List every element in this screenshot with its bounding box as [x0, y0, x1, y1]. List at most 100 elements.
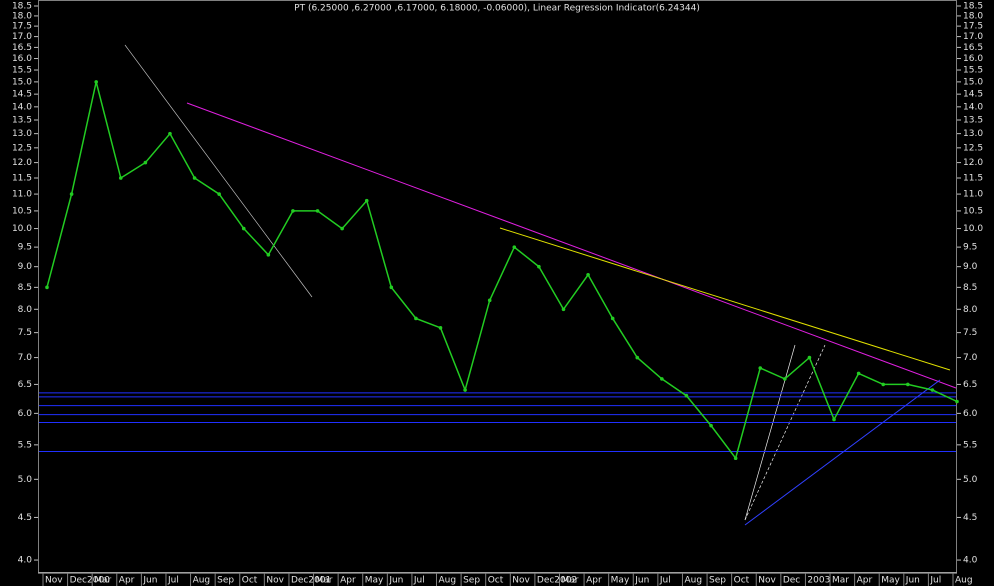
trendline [744, 344, 826, 521]
x-tick-label: Jun [142, 576, 157, 586]
y-tick-label: 10.5 [963, 206, 983, 216]
y-tick-label: 17.5 [12, 22, 32, 32]
y-tick-label: 9.0 [963, 262, 978, 272]
x-tick-label: Nov [266, 576, 284, 586]
y-tick-label: 12.0 [12, 158, 32, 168]
price-point [832, 417, 836, 422]
y-tick-label: 18.5 [963, 2, 983, 12]
y-tick-label: 15.0 [12, 77, 32, 87]
y-tick-label: 11.0 [12, 190, 32, 200]
y-tick-label: 7.0 [18, 353, 33, 363]
y-tick-label: 14.5 [12, 90, 32, 100]
price-point [881, 382, 886, 387]
y-tick-label: 5.0 [963, 475, 978, 485]
y-tick-label: 13.5 [12, 115, 32, 125]
x-tick-label: Sep [217, 576, 234, 586]
y-tick-label: 4.0 [963, 556, 978, 566]
y-tick-label: 17.0 [12, 32, 32, 42]
price-point [684, 393, 689, 398]
y-tick-label: 14.5 [963, 90, 983, 100]
y-tick-label: 6.5 [963, 380, 977, 390]
y-tick-label: 8.0 [18, 305, 33, 315]
price-point [364, 198, 369, 203]
price-point [807, 355, 812, 360]
x-tick-label: Dec2000 [70, 576, 111, 586]
y-tick-label: 17.0 [963, 32, 983, 42]
x-tick-label: Jun [905, 576, 920, 586]
price-point [660, 377, 664, 381]
x-tick-label: Mar [316, 576, 333, 586]
x-tick-label: Apr [119, 576, 135, 586]
y-tick-label: 8.0 [963, 305, 978, 315]
trendline [744, 379, 941, 526]
x-tick-label: Dec2001 [291, 576, 331, 586]
x-tick-label: Jun [634, 576, 649, 586]
trendline [744, 344, 796, 521]
y-tick-label: 18.5 [12, 2, 32, 12]
y-tick-label: 4.5 [18, 513, 32, 523]
price-point [561, 307, 566, 312]
y-tick-label: 11.0 [963, 190, 983, 200]
price-point [94, 80, 98, 84]
price-point [192, 176, 197, 180]
price-point [709, 423, 713, 428]
trendline [124, 44, 313, 298]
price-point [389, 285, 394, 290]
x-tick-label: Jun [388, 576, 403, 586]
price-point [414, 316, 418, 321]
price-point [537, 264, 541, 269]
y-tick-label: 8.5 [18, 283, 32, 293]
y-tick-label: 9.0 [18, 262, 33, 272]
y-tick-label: 9.5 [18, 243, 32, 253]
price-point [118, 176, 123, 180]
price-point [340, 226, 344, 231]
price-point [143, 160, 148, 165]
x-tick-label: Nov [512, 576, 530, 586]
price-point [315, 209, 320, 213]
y-tick-label: 14.0 [963, 102, 983, 112]
y-tick-label: 15.5 [963, 66, 983, 76]
x-tick-label: 2003 [807, 576, 830, 586]
y-tick-label: 16.5 [963, 43, 983, 53]
price-point [217, 192, 221, 196]
price-point [463, 388, 467, 392]
y-tick-label: 10.0 [963, 224, 983, 234]
y-tick-label: 4.0 [18, 556, 33, 566]
y-tick-label: 18.0 [963, 11, 983, 21]
price-point [168, 131, 172, 136]
y-tick-label: 11.5 [12, 174, 32, 184]
x-tick-label: Mar [832, 576, 849, 586]
y-tick-label: 10.5 [12, 206, 32, 216]
x-tick-label: Aug [955, 576, 973, 586]
x-tick-label: Mar [94, 576, 111, 586]
x-tick-label: May [365, 576, 384, 586]
y-tick-label: 18.0 [12, 11, 32, 21]
x-tick-label: Aug [684, 576, 702, 586]
y-tick-label: 6.0 [963, 409, 978, 419]
x-tick-label: Jul [167, 576, 179, 586]
price-point [69, 192, 74, 196]
x-tick-label: Nov [45, 576, 63, 586]
y-tick-label: 5.5 [963, 440, 977, 450]
x-tick-label: Sep [709, 576, 726, 586]
y-tick-label: 16.0 [12, 54, 32, 64]
x-tick-label: Apr [857, 576, 873, 586]
price-point [512, 245, 517, 249]
price-point [856, 371, 861, 376]
x-tick-label: Dec [783, 576, 800, 586]
chart-title: PT (6.25000 ,6.27000 ,6.17000, 6.18000, … [294, 4, 700, 14]
y-tick-label: 8.5 [963, 283, 977, 293]
y-tick-label: 13.5 [963, 115, 983, 125]
x-tick-label: Aug [439, 576, 457, 586]
x-tick-label: Oct [734, 576, 750, 586]
y-tick-label: 14.0 [12, 102, 32, 112]
price-point [586, 273, 590, 277]
x-tick-label: Nov [758, 576, 776, 586]
x-tick-label: Sep [463, 576, 480, 586]
y-tick-label: 7.5 [963, 328, 977, 338]
y-tick-label: 16.5 [12, 43, 32, 53]
y-tick-label: 13.0 [963, 129, 983, 139]
y-tick-label: 7.5 [18, 328, 32, 338]
y-tick-label: 5.5 [18, 440, 32, 450]
